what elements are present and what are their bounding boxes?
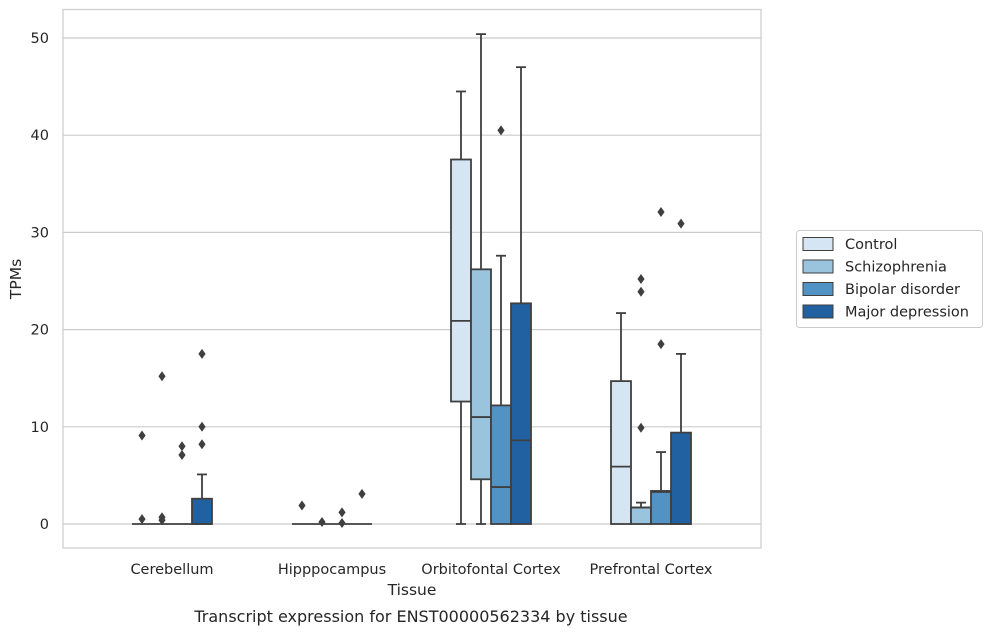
box-bipolar-disorder <box>332 507 352 529</box>
outlier-point <box>158 371 166 382</box>
legend: Control Schizophrenia Bipolar disorder Majo… <box>796 230 983 328</box>
box-schizophrenia <box>152 371 172 526</box>
y-tick-label: 50 <box>31 31 49 47</box>
y-tick-labels: 0 10 20 30 40 50 <box>31 31 49 533</box>
outlier-point <box>497 125 505 136</box>
legend-label: Bipolar disorder <box>845 282 960 298</box>
legend-swatch <box>802 259 834 274</box>
outlier-point <box>158 512 166 523</box>
box-rect <box>191 497 213 525</box>
box-schizophrenia <box>470 33 492 525</box>
outlier-point <box>338 507 346 518</box>
legend-items: Control Schizophrenia Bipolar disorder Majo… <box>802 237 969 321</box>
legend-label: Schizophrenia <box>845 260 947 276</box>
legend-label: Major depression <box>845 305 969 321</box>
outlier-point <box>138 430 146 441</box>
box-bipolar-disorder <box>490 125 512 525</box>
box-bipolar-disorder <box>650 206 672 525</box>
x-tick-label: Cerebellum <box>130 562 213 578</box>
legend-swatch <box>802 282 834 296</box>
outlier-point <box>198 439 206 450</box>
grid-lines <box>63 37 761 525</box>
outlier-point <box>677 218 685 229</box>
x-axis-label: Tissue <box>387 581 437 599</box>
box-control <box>610 312 632 525</box>
box-rect <box>510 302 532 525</box>
x-tick-label: Prefrontal Cortex <box>590 562 713 578</box>
outlier-point <box>657 339 665 350</box>
outlier-point <box>338 518 346 529</box>
outlier-point <box>657 206 665 217</box>
legend-label: Control <box>845 237 897 253</box>
outlier-point <box>198 348 206 359</box>
box-rect <box>610 380 632 525</box>
box-rect <box>650 490 672 525</box>
box-rect <box>670 431 692 525</box>
box-major-depression <box>670 218 692 525</box>
y-tick-label: 10 <box>31 420 49 436</box>
outlier-point <box>318 517 326 528</box>
x-tick-labels: Cerebellum Hipppocampus Orbitofontal Corte… <box>130 562 712 578</box>
y-axis-label: TPMs <box>7 259 25 300</box>
y-tick-label: 40 <box>31 128 49 144</box>
y-tick-label: 0 <box>40 517 49 533</box>
outlier-point <box>198 421 206 432</box>
box-schizophrenia <box>312 517 332 528</box>
box-major-depression <box>510 66 532 525</box>
box-groups <box>132 33 692 529</box>
box-schizophrenia <box>630 274 652 525</box>
box-rect <box>470 268 492 481</box>
y-tick-label: 30 <box>31 225 49 241</box>
outlier-point <box>358 488 366 499</box>
legend-frame <box>796 230 983 328</box>
outlier-point <box>298 500 306 511</box>
box-rect <box>630 506 652 525</box>
outlier-point <box>637 274 645 285</box>
box-rect <box>450 158 472 403</box>
chart-caption: Transcript expression for ENST0000056233… <box>193 607 627 626</box>
outlier-point <box>178 449 186 460</box>
x-tick-label: Orbitofontal Cortex <box>421 562 561 578</box>
box-rect <box>490 404 512 525</box>
box-control <box>292 500 312 525</box>
outlier-point <box>637 286 645 297</box>
x-tick-label: Hipppocampus <box>278 562 386 578</box>
box-major-depression <box>191 348 213 525</box>
outlier-point <box>138 514 146 525</box>
legend-swatch <box>802 237 834 251</box>
box-control <box>450 90 472 525</box>
legend-swatch <box>802 304 834 319</box>
box-major-depression <box>352 488 372 525</box>
outlier-point <box>178 441 186 452</box>
outlier-point <box>637 422 645 433</box>
plot-frame <box>62 8 762 549</box>
box-control <box>132 430 152 525</box>
y-tick-label: 20 <box>31 323 49 339</box>
box-bipolar-disorder <box>172 441 192 525</box>
